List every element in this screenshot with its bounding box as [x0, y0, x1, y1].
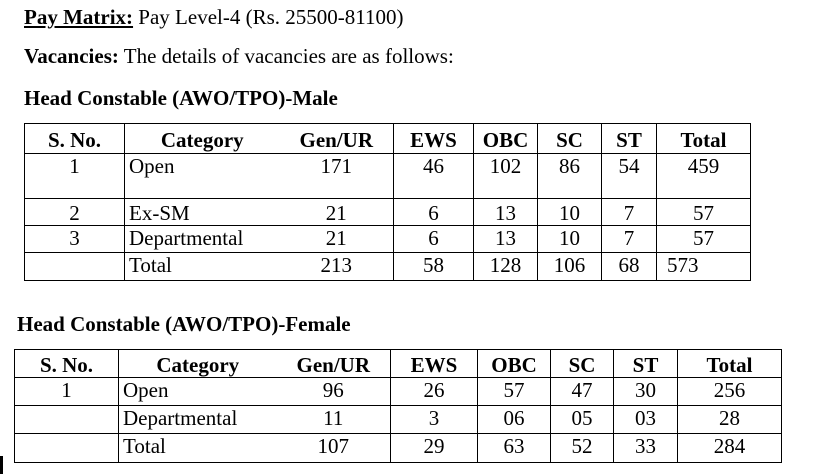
pay-matrix-text: Pay Level-4 (Rs. 25500-81100) [133, 5, 404, 29]
cell-category: Total [118, 433, 277, 463]
cell-sc: 10 [537, 198, 602, 226]
cell-obc: 102 [473, 153, 538, 199]
male-table-title: Head Constable (AWO/TPO)-Male [24, 86, 338, 110]
table-row: 2 Ex-SM 21 6 13 10 7 57 [24, 198, 751, 226]
cell-obc: 06 [477, 405, 551, 434]
cell-gen-ur: 11 [276, 405, 391, 434]
cell-st: 03 [613, 405, 678, 434]
cell-sno: 3 [24, 225, 125, 253]
header-ews: EWS [393, 123, 474, 154]
cell-sc: 05 [550, 405, 614, 434]
cell-obc: 57 [477, 377, 551, 406]
table-row: 3 Departmental 21 6 13 10 7 57 [24, 225, 751, 253]
cell-ews: 6 [393, 225, 474, 253]
cell-total: 57 [656, 225, 751, 253]
header-total: Total [656, 123, 751, 154]
header-obc: OBC [477, 349, 551, 378]
cell-st: 68 [601, 252, 657, 281]
cell-sc: 10 [537, 225, 602, 253]
cell-gen-ur: 21 [279, 225, 394, 253]
cell-obc: 128 [473, 252, 538, 281]
cell-gen-ur: 107 [276, 433, 391, 463]
cell-sno: 1 [24, 153, 125, 199]
cell-st: 54 [601, 153, 657, 199]
cell-st: 33 [613, 433, 678, 463]
cell-category: Total [124, 252, 280, 281]
cell-gen-ur: 96 [276, 377, 391, 406]
pay-matrix-label: Pay Matrix: [24, 5, 134, 29]
cell-sc: 86 [537, 153, 602, 199]
female-vacancy-table: S. No. Category Gen/UR EWS OBC SC ST Tot… [14, 349, 782, 463]
header-category: Category [118, 349, 277, 378]
cell-ews: 29 [390, 433, 478, 463]
cell-total: 284 [677, 433, 782, 463]
cell-sno: 1 [14, 377, 119, 406]
cell-ews: 3 [390, 405, 478, 434]
cell-sc: 106 [537, 252, 602, 281]
header-sc: SC [550, 349, 614, 378]
header-sno: S. No. [24, 123, 125, 154]
vacancies-text: The details of vacancies are as follows: [118, 44, 454, 68]
cell-sno [14, 405, 119, 434]
cell-category: Departmental [124, 225, 280, 253]
table-header-row: S. No. Category Gen/UR EWS OBC SC ST Tot… [24, 123, 751, 154]
cell-total: 28 [677, 405, 782, 434]
header-sno: S. No. [14, 349, 119, 378]
vacancies-label: Vacancies: [24, 44, 119, 68]
header-sc: SC [537, 123, 602, 154]
cell-ews: 26 [390, 377, 478, 406]
cell-category: Ex-SM [124, 198, 280, 226]
cell-ews: 46 [393, 153, 474, 199]
cell-ews: 58 [393, 252, 474, 281]
cell-category: Open [124, 153, 280, 199]
pay-matrix-line: Pay Matrix: Pay Level-4 (Rs. 25500-81100… [24, 5, 403, 30]
table-total-row: Total 213 58 128 106 68 573 [24, 252, 751, 281]
header-gen-ur: Gen/UR [276, 349, 391, 378]
cell-sc: 52 [550, 433, 614, 463]
cell-sc: 47 [550, 377, 614, 406]
header-obc: OBC [473, 123, 538, 154]
header-ews: EWS [390, 349, 478, 378]
cell-obc: 13 [473, 225, 538, 253]
cell-sno [24, 252, 125, 281]
header-total: Total [677, 349, 782, 378]
cell-ews: 6 [393, 198, 474, 226]
cell-gen-ur: 171 [279, 153, 394, 199]
table-row: 1 Open 171 46 102 86 54 459 [24, 153, 751, 199]
table-header-row: S. No. Category Gen/UR EWS OBC SC ST Tot… [14, 349, 782, 378]
cell-total: 57 [656, 198, 751, 226]
cell-sno: 2 [24, 198, 125, 226]
cell-obc: 13 [473, 198, 538, 226]
cell-total: 256 [677, 377, 782, 406]
margin-bar [0, 456, 3, 474]
cell-category: Departmental [118, 405, 277, 434]
cell-obc: 63 [477, 433, 551, 463]
header-category: Category [124, 123, 280, 154]
male-vacancy-table: S. No. Category Gen/UR EWS OBC SC ST Tot… [24, 123, 751, 281]
cell-gen-ur: 213 [279, 252, 394, 281]
cell-sno [14, 433, 119, 463]
vacancies-line: Vacancies: The details of vacancies are … [24, 44, 454, 69]
cell-st: 7 [601, 225, 657, 253]
header-gen-ur: Gen/UR [279, 123, 394, 154]
cell-gen-ur: 21 [279, 198, 394, 226]
cell-total: 573 [656, 252, 751, 281]
table-total-row: Total 107 29 63 52 33 284 [14, 433, 782, 463]
header-st: ST [601, 123, 657, 154]
cell-category: Open [118, 377, 277, 406]
header-st: ST [613, 349, 678, 378]
table-row: 1 Open 96 26 57 47 30 256 [14, 377, 782, 406]
female-table-title: Head Constable (AWO/TPO)-Female [17, 312, 351, 336]
cell-st: 30 [613, 377, 678, 406]
cell-st: 7 [601, 198, 657, 226]
table-row: Departmental 11 3 06 05 03 28 [14, 405, 782, 434]
cell-total: 459 [656, 153, 751, 199]
